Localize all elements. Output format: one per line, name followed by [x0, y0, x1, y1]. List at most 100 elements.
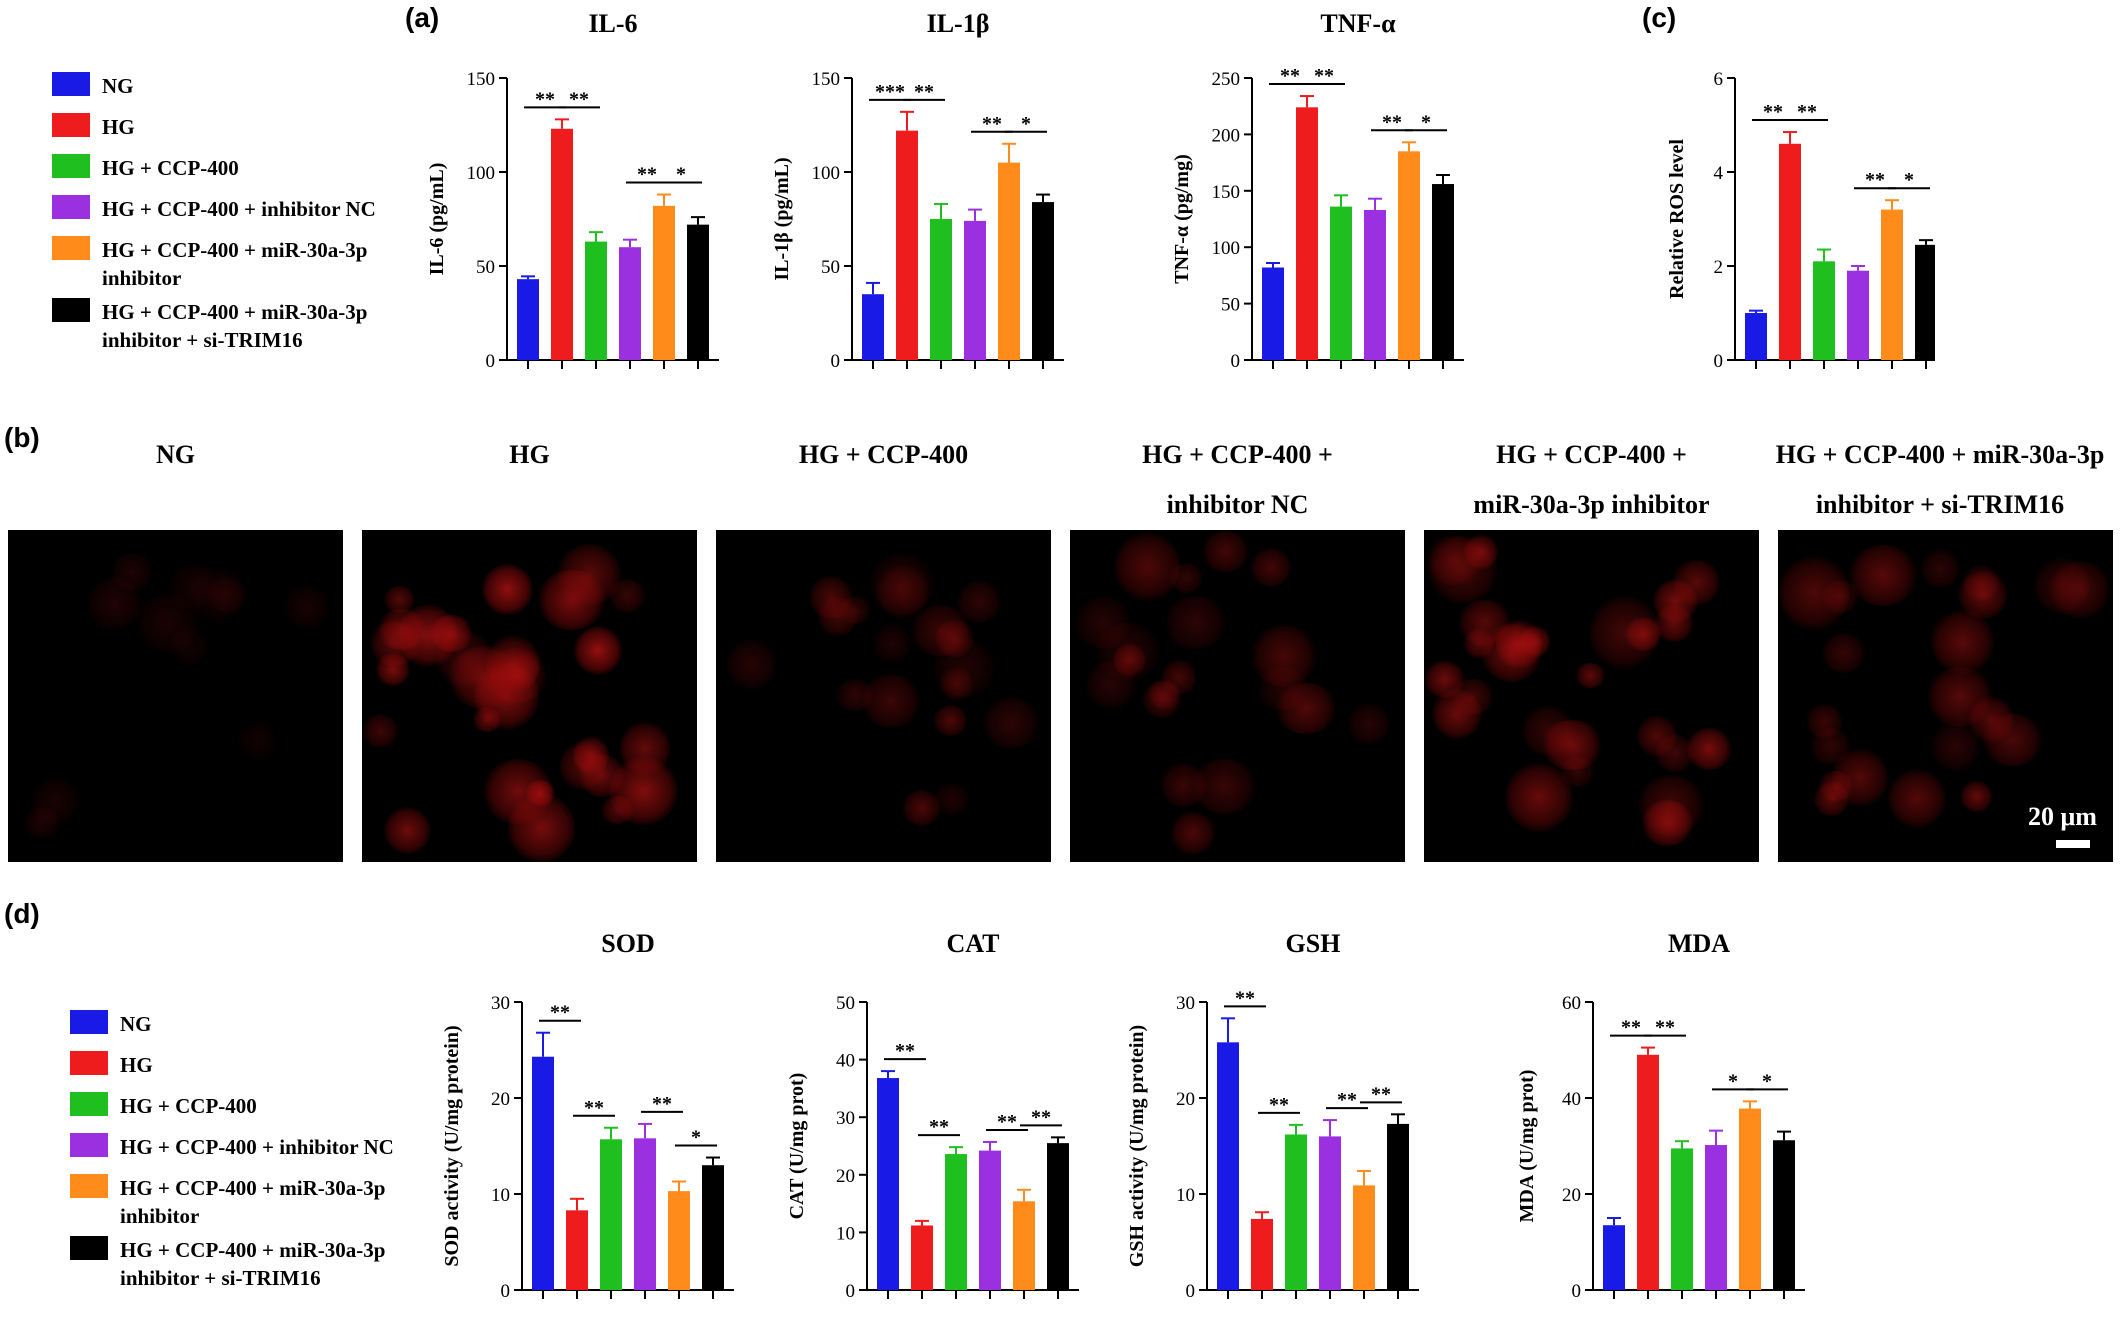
y-tick-label: 30: [1176, 993, 1195, 1014]
significance-label: **: [997, 1111, 1017, 1133]
cell-fluorescence: [86, 576, 143, 630]
significance-label: **: [550, 1002, 570, 1024]
y-tick-label: 0: [501, 1281, 511, 1302]
cell-fluorescence: [30, 777, 81, 824]
legend-label: HG: [120, 1053, 153, 1077]
significance-label: **: [569, 88, 589, 110]
significance-label: ***: [875, 81, 905, 103]
cell-fluorescence: [834, 678, 875, 712]
significance-label: **: [1031, 1106, 1051, 1128]
cell-fluorescence: [1273, 682, 1338, 735]
cell-fluorescence: [237, 721, 279, 761]
cell-fluorescence: [1931, 721, 1981, 772]
legend-item: HG + CCP-400 + miR-30a-3p inhibitor: [52, 236, 402, 292]
bar: [532, 1056, 554, 1290]
chart-title: CAT: [947, 930, 1000, 958]
y-tick-label: 30: [491, 993, 510, 1014]
legend-swatch: [70, 1174, 108, 1198]
cell-fluorescence: [1927, 667, 1994, 727]
cell-fluorescence: [1654, 733, 1694, 773]
chart-title: TNF-α: [1320, 10, 1396, 38]
legend-label: NG: [120, 1012, 152, 1036]
bar: [1671, 1148, 1693, 1290]
y-axis-label: Relative ROS level: [1666, 139, 1688, 299]
bar: [600, 1139, 622, 1290]
y-tick-label: 250: [1212, 69, 1241, 90]
y-tick-label: 2: [1714, 257, 1724, 278]
significance-label: **: [535, 88, 555, 110]
panel-label-d: (d): [4, 898, 40, 929]
legend-swatch: [70, 1092, 108, 1116]
cell-fluorescence: [1424, 660, 1466, 698]
cell-fluorescence: [1115, 530, 1181, 603]
microscopy-image-inhibitor-nc: [1070, 530, 1405, 862]
cell-fluorescence: [726, 639, 777, 690]
cell-fluorescence: [1348, 702, 1390, 745]
cell-fluorescence: [1920, 549, 1961, 589]
y-tick-label: 150: [812, 69, 841, 90]
bar: [877, 1078, 899, 1290]
y-tick-label: 10: [491, 1185, 510, 1206]
cell-fluorescence: [1962, 565, 2001, 601]
y-tick-label: 100: [812, 163, 841, 184]
cell-fluorescence: [1822, 579, 1859, 615]
legend-item: HG + CCP-400 + miR-30a-3p inhibitor: [70, 1174, 420, 1230]
cell-fluorescence: [574, 625, 623, 675]
cell-fluorescence: [383, 806, 432, 855]
bar: [702, 1165, 724, 1290]
bar: [1398, 151, 1420, 360]
image-title: HG: [509, 440, 550, 469]
significance-label: **: [652, 1093, 672, 1115]
y-tick-label: 50: [476, 257, 495, 278]
bar: [1217, 1042, 1239, 1290]
cell-fluorescence: [1112, 642, 1147, 678]
bar: [566, 1210, 588, 1290]
cell-fluorescence: [837, 596, 872, 625]
chart-title: IL-6: [588, 10, 637, 38]
bar: [896, 130, 918, 360]
legend-swatch: [70, 1051, 108, 1075]
cell-fluorescence: [956, 581, 1002, 624]
image-title: HG + CCP-400 + inhibitor NC: [1142, 440, 1333, 519]
image-title: NG: [156, 440, 195, 469]
microscopy-image-hg-ccp: [716, 530, 1051, 862]
cell-fluorescence: [1160, 763, 1207, 808]
y-axis-label: IL-1β (pg/mL): [771, 157, 793, 280]
bar: [1047, 1143, 1069, 1290]
bar: [1262, 267, 1284, 360]
bar: [517, 279, 539, 360]
y-tick-label: 20: [836, 1166, 855, 1187]
bar: [668, 1191, 690, 1290]
y-tick-label: 0: [1186, 1281, 1196, 1302]
legend-label: HG + CCP-400: [120, 1094, 257, 1118]
bar: [911, 1225, 933, 1290]
significance-label: **: [895, 1040, 915, 1062]
cell-fluorescence: [2033, 556, 2091, 616]
significance-label: **: [1382, 111, 1402, 133]
cell-fluorescence: [817, 597, 859, 637]
cell-fluorescence: [607, 579, 647, 612]
bar: [1705, 1145, 1727, 1290]
cell-fluorescence: [1958, 571, 2009, 620]
y-tick-label: 50: [1221, 295, 1240, 316]
cell-fluorescence: [481, 563, 533, 615]
significance-label: *: [1421, 111, 1431, 133]
cell-fluorescence: [1168, 563, 1205, 594]
y-tick-label: 20: [1562, 1185, 1581, 1206]
bar: [1915, 244, 1935, 360]
legend-swatch: [52, 113, 90, 137]
cell-fluorescence: [1980, 714, 2045, 766]
legend-item: HG + CCP-400 + inhibitor NC: [52, 195, 432, 223]
legend-bottom: NG HG HG + CCP-400 HG + CCP-400 + inhibi…: [70, 1010, 450, 1300]
cell-fluorescence: [1560, 755, 1595, 787]
legend-label: HG + CCP-400 + miR-30a-3p inhibitor + si…: [102, 300, 368, 352]
microscopy-image-si-trim16: 20 μm: [1778, 530, 2113, 862]
legend-label: HG + CCP-400 + miR-30a-3p inhibitor: [102, 238, 368, 290]
cell-fluorescence: [1817, 771, 1855, 801]
legend-item: HG: [70, 1051, 450, 1079]
chart-title: GSH: [1286, 930, 1341, 958]
legend-label: HG + CCP-400 + miR-30a-3p inhibitor: [120, 1176, 386, 1228]
significance-label: *: [1021, 113, 1031, 135]
y-tick-label: 40: [836, 1051, 855, 1072]
